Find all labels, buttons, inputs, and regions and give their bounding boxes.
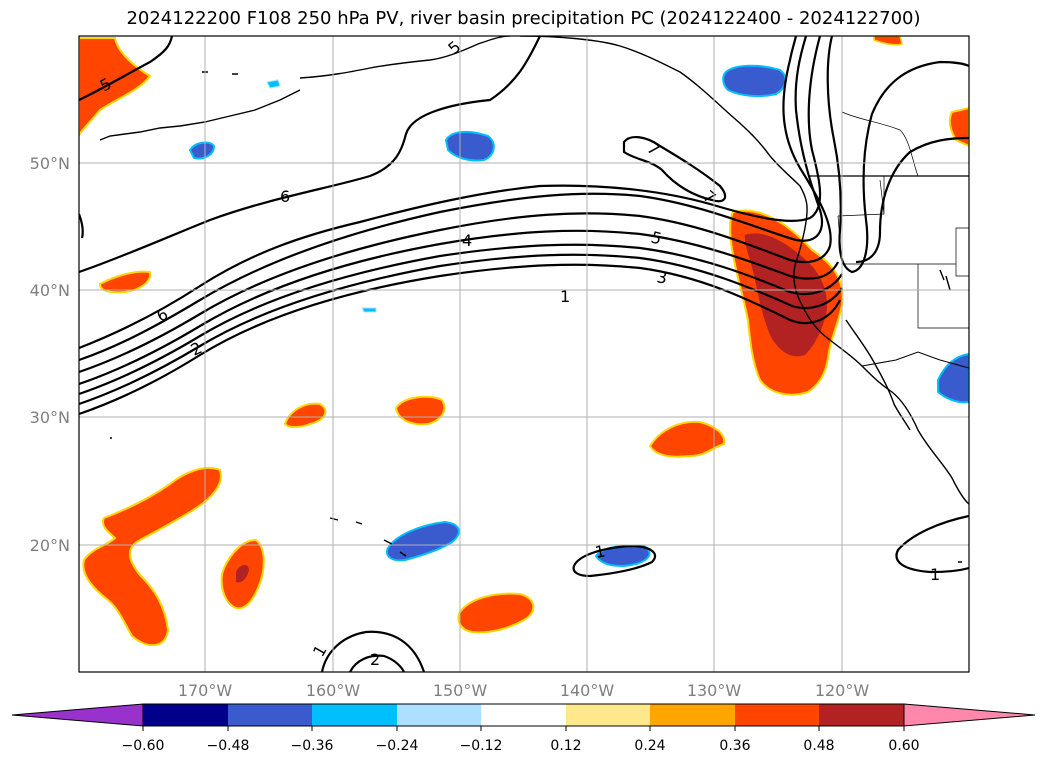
hawaii-islands — [329, 517, 407, 557]
canada-provinces — [841, 111, 919, 177]
pv-contour-canada — [826, 36, 969, 274]
colorbar-segment — [566, 704, 650, 726]
colorbar-segment — [481, 704, 566, 726]
pv-contour-1-loop — [572, 544, 657, 578]
map-title: 2024122200 F108 250 hPa PV, river basin … — [126, 8, 921, 29]
pv-contour-2 — [79, 253, 843, 406]
pv-contour-canada-2 — [855, 136, 969, 264]
coastline-aleutians — [99, 89, 301, 141]
pv-contour-7-loop — [622, 136, 727, 203]
contour-label: 6 — [280, 187, 290, 206]
pc-positive-small-40n — [98, 270, 152, 294]
colorbar-tick-label: −0.48 — [207, 738, 250, 754]
pv-contour-1-east — [895, 514, 969, 574]
map-frame — [78, 35, 970, 673]
pc-negative-alaska — [722, 64, 787, 98]
pv-contour-outer — [79, 36, 541, 274]
contour-label: 4 — [462, 231, 472, 250]
lon-label: 130°W — [687, 681, 742, 700]
coastlines — [99, 36, 969, 563]
us-mexico-border — [861, 351, 969, 369]
pv-contour-bottom-1 — [320, 630, 426, 672]
pc-negative-tiny-2 — [361, 307, 377, 313]
latitude-labels: 50°N 40°N 30°N 20°N — [30, 154, 70, 555]
colorbar-segment — [735, 704, 819, 726]
colorbar-tick-label: 0.60 — [888, 738, 919, 754]
colorbar-tick-label: −0.60 — [122, 738, 165, 754]
lat-label: 20°N — [30, 536, 70, 555]
pv-contour-upper-left — [79, 36, 174, 101]
pc-positive-30n-b — [394, 395, 446, 426]
pc-positive-nw-corner — [79, 37, 152, 137]
longitude-labels: 170°W 160°W 150°W 140°W 130°W 120°W — [178, 681, 870, 700]
contour-label: 1 — [593, 541, 606, 561]
lat-label: 50°N — [30, 154, 70, 173]
coastline-baja — [845, 319, 911, 431]
colorbar-segment — [228, 704, 312, 726]
colorbar-segment — [143, 704, 228, 726]
contour-label: 3 — [655, 267, 668, 287]
colorbar-tick-label: 0.12 — [550, 738, 581, 754]
pv-contour-bottom-2 — [349, 654, 405, 672]
pc-negative-aleutian — [188, 141, 216, 160]
lon-label: 150°W — [433, 681, 488, 700]
colorbar-ticks — [142, 726, 905, 731]
colorbar-tick-label: −0.24 — [376, 738, 419, 754]
pv-contour-1 — [79, 263, 841, 416]
contour-label: 2 — [370, 650, 380, 669]
colorbar-tick-label: 0.24 — [634, 738, 665, 754]
contour-label: 1 — [560, 287, 570, 306]
lat-label: 40°N — [30, 281, 70, 300]
lat-label: 30°N — [30, 408, 70, 427]
colorbar-segment — [650, 704, 735, 726]
lon-label: 140°W — [560, 681, 615, 700]
lon-label: 160°W — [306, 681, 361, 700]
pv-contours — [79, 36, 969, 672]
colorbar-segment — [397, 704, 481, 726]
colorbar-segment — [312, 704, 397, 726]
coastline-alaska — [299, 36, 808, 223]
pc-positive-top — [873, 36, 903, 46]
colorbar-extend-max — [903, 703, 1036, 727]
colorbar-tick-label: −0.12 — [460, 738, 503, 754]
lon-label: 170°W — [178, 681, 233, 700]
pc-positive-south — [457, 592, 535, 634]
colorbar-tick-label: 0.48 — [803, 738, 834, 754]
pc-positive-hawaii-west — [82, 466, 222, 646]
pv-contour-left-edge — [79, 213, 84, 239]
pv-contour-5 — [79, 36, 832, 374]
colorbar-segment — [819, 704, 904, 726]
pc-positive-west-coast-core — [744, 233, 828, 357]
colorbar-extend-min — [11, 703, 144, 727]
pc-positive-hawaii-mid-core — [236, 564, 249, 583]
pc-positive-30n-c — [648, 420, 726, 458]
pc-negative-tiny-1 — [266, 79, 281, 89]
positive-precip-shading — [79, 36, 969, 646]
contour-label: 1 — [930, 565, 940, 584]
colorbar-tick-label: 0.36 — [719, 738, 750, 754]
pv-contour-6a — [79, 36, 823, 362]
pv-contour-4 — [79, 229, 839, 386]
pv-contour-6b — [79, 36, 822, 350]
pc-negative-hawaii — [386, 520, 460, 562]
pc-positive-30n-a — [283, 402, 327, 428]
colorbar: −0.60 −0.48 −0.36 −0.24 −0.12 0.12 0.24 … — [11, 703, 1036, 754]
pc-positive-ne-corner — [948, 106, 969, 148]
gridlines — [79, 36, 969, 672]
pv-contour-3 — [79, 243, 843, 396]
contour-label: 5 — [649, 228, 664, 249]
lon-label: 120°W — [815, 681, 870, 700]
map-plot-area: 5 5 6 6 2 4 5 3 1 7 7 1 1 1 2 — [79, 36, 969, 672]
colorbar-tick-label: −0.36 — [291, 738, 334, 754]
